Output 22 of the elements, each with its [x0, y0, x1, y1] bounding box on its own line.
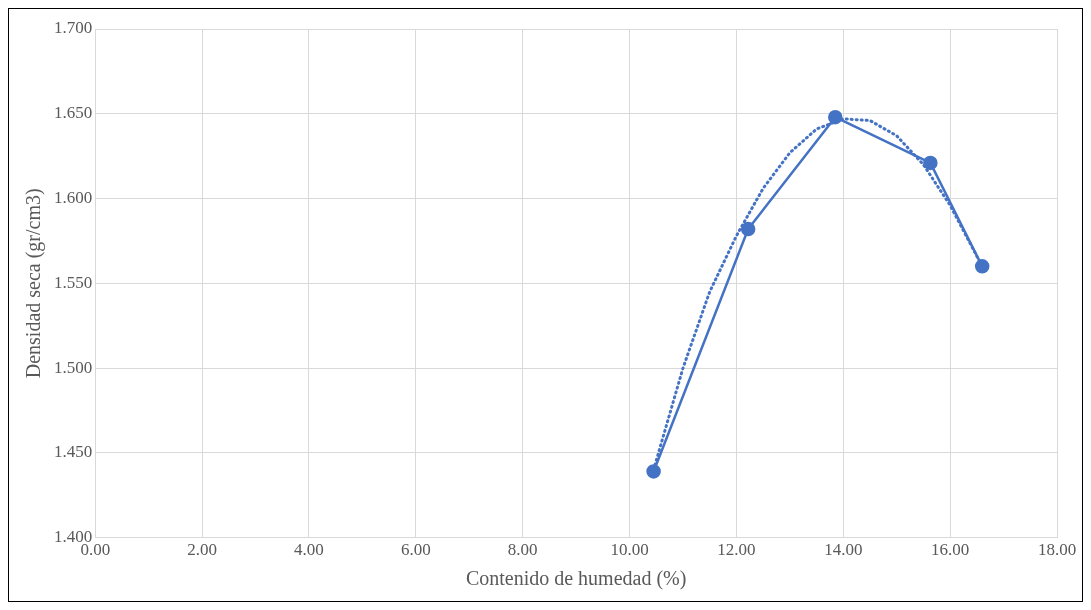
y-tick-label: 1.550: [54, 272, 93, 292]
point: [828, 109, 843, 125]
x-tick-label: 6.00: [400, 540, 431, 560]
x-axis-title: Contenido de humedad (%): [465, 567, 687, 591]
point: [740, 221, 756, 237]
x-tick-label: 14.00: [824, 540, 863, 560]
y-tick-label: 1.450: [54, 442, 93, 462]
point: [923, 155, 938, 171]
x-tick-label: 18.00: [1037, 540, 1077, 560]
y-tick-label: 1.600: [54, 188, 93, 207]
x-tick-label: 16.00: [931, 540, 970, 560]
x-tick-label: 4.00: [294, 540, 324, 560]
y-tick-label: 1.500: [54, 357, 93, 377]
x-tick-label: 2.00: [187, 540, 217, 560]
x-tick-label: 10.00: [610, 540, 649, 560]
x-tick-label: 8.00: [507, 540, 538, 560]
y-tick-label: 1.700: [54, 18, 93, 38]
y-tick-label: 1.650: [54, 103, 93, 123]
x-tick-label: 12.00: [717, 540, 756, 560]
point: [646, 464, 661, 479]
point: [974, 259, 990, 274]
y-axis-title: Densidad seca (gr/cm3): [22, 188, 46, 379]
